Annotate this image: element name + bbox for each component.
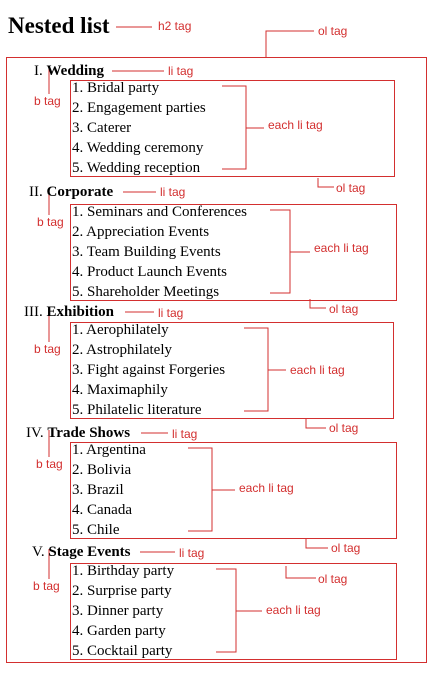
list-item: 1. Birthday party	[72, 563, 175, 579]
list-item: 4. Garden party	[72, 623, 166, 639]
section-numeral: II.	[29, 184, 43, 200]
each-li-tag-label: each li tag	[268, 118, 323, 132]
nested-ol-box	[70, 442, 397, 539]
list-item: 5. Philatelic literature	[72, 402, 202, 418]
ol-tag-label: ol tag	[329, 421, 359, 435]
li-tag-label: li tag	[168, 64, 194, 78]
li-tag-label: li tag	[172, 427, 198, 441]
section-heading: III. Exhibition	[24, 303, 114, 321]
li-tag-label: li tag	[160, 185, 186, 199]
each-li-tag-label: each li tag	[266, 603, 321, 617]
ol-tag-label: ol tag	[331, 541, 361, 555]
ol-tag-label: ol tag	[336, 181, 366, 195]
section-numeral: IV.	[26, 425, 44, 441]
b-tag-label: b tag	[33, 579, 60, 593]
list-item: 3. Brazil	[72, 482, 124, 498]
li-tag-label: li tag	[179, 546, 205, 560]
list-item: 5. Wedding reception	[72, 160, 201, 176]
list-item: 4. Maximaphily	[72, 382, 168, 398]
b-tag-label: b tag	[34, 342, 61, 356]
list-item: 3. Team Building Events	[72, 244, 221, 260]
nested-ol-box	[70, 322, 394, 419]
b-tag-label: b tag	[36, 457, 63, 471]
outer-ol-connector-line	[265, 30, 314, 57]
list-item: 1. Argentina	[72, 442, 146, 458]
each-li-tag-label: each li tag	[314, 241, 369, 255]
nested-ol-box	[70, 563, 397, 660]
page-title: Nested list	[8, 13, 110, 38]
list-item: 3. Fight against Forgeries	[72, 362, 226, 378]
section-numeral: V.	[32, 544, 45, 560]
list-item: 1. Aerophilately	[72, 322, 169, 338]
list-item: 4. Product Launch Events	[72, 264, 227, 280]
list-item: 4. Canada	[72, 502, 132, 518]
outer-ol-box	[6, 57, 427, 663]
outer-ol-tag-label: ol tag	[318, 24, 348, 38]
section-heading: II. Corporate	[29, 183, 113, 201]
section-name: Exhibition	[46, 304, 115, 320]
list-item: 2. Bolivia	[72, 462, 132, 478]
section-name: Trade Shows	[47, 425, 131, 441]
section-name: Corporate	[46, 184, 114, 200]
list-item: 5. Chile	[72, 522, 120, 538]
li-tag-label: li tag	[158, 306, 184, 320]
section-name: Stage Events	[48, 544, 131, 560]
h2-tag-label: h2 tag	[158, 19, 192, 33]
list-item: 2. Astrophilately	[72, 342, 172, 358]
section-heading: V. Stage Events	[32, 543, 131, 561]
section-numeral: I.	[34, 63, 43, 79]
ol-tag-label: ol tag	[318, 572, 348, 586]
list-item: 3. Caterer	[72, 120, 132, 136]
section-heading: I. Wedding	[34, 62, 104, 80]
list-item: 2. Appreciation Events	[72, 224, 210, 240]
section-numeral: III.	[24, 304, 43, 320]
nested-ol-box	[70, 204, 397, 301]
list-item: 1. Seminars and Conferences	[72, 204, 247, 220]
each-li-tag-label: each li tag	[239, 481, 294, 495]
nested-ol-box	[70, 80, 395, 177]
list-item: 2. Surprise party	[72, 583, 172, 599]
list-item: 2. Engagement parties	[72, 100, 206, 116]
section-name: Wedding	[46, 63, 105, 79]
list-item: 5. Cocktail party	[72, 643, 173, 659]
list-item: 4. Wedding ceremony	[72, 140, 204, 156]
ol-tag-label: ol tag	[329, 302, 359, 316]
list-item: 1. Bridal party	[72, 80, 160, 96]
list-item: 3. Dinner party	[72, 603, 164, 619]
b-tag-label: b tag	[34, 94, 61, 108]
list-item: 5. Shareholder Meetings	[72, 284, 220, 300]
each-li-tag-label: each li tag	[290, 363, 345, 377]
b-tag-label: b tag	[37, 215, 64, 229]
section-heading: IV. Trade Shows	[26, 424, 130, 442]
